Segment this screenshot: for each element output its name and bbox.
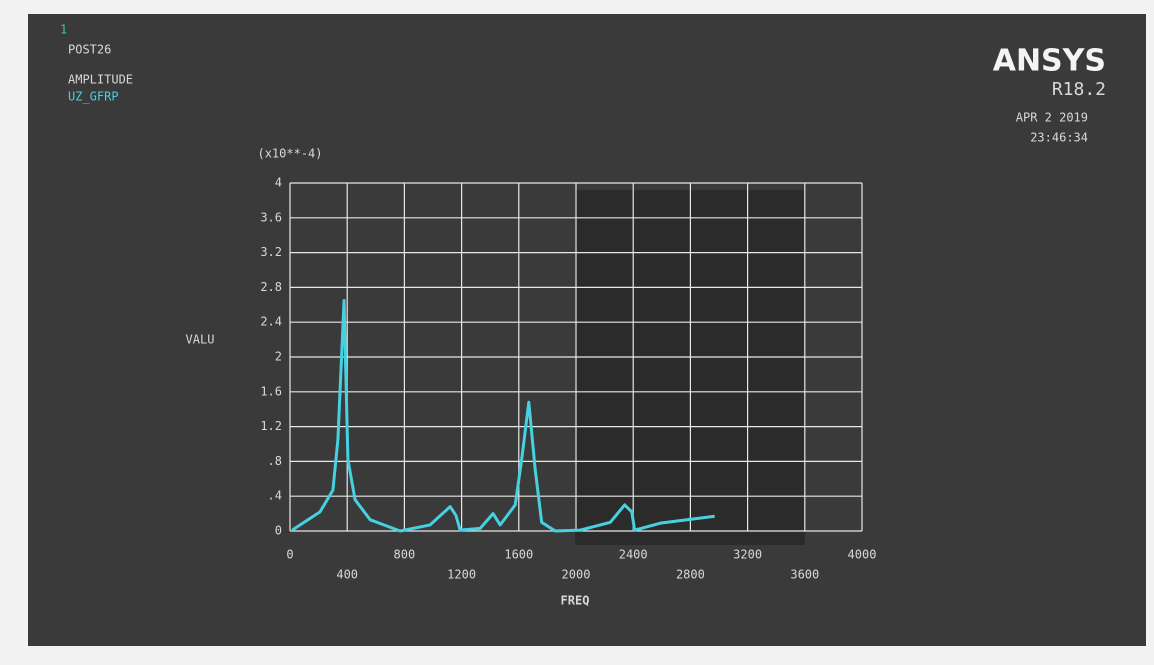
x-tick-label: 800 [394, 548, 416, 562]
y-multiplier: (x10**-4) [257, 147, 322, 161]
y-tick-label: 1.2 [260, 419, 282, 433]
x-tick-label: 400 [336, 568, 358, 582]
legend-entry: UZ_GFRP [68, 90, 119, 104]
time: 23:46:34 [1030, 131, 1088, 145]
x-tick-label: 2400 [619, 548, 648, 562]
y-tick-label: 1.6 [260, 384, 282, 398]
x-tick-label: 2000 [562, 568, 591, 582]
y-tick-label: 2.8 [260, 280, 282, 294]
y-tick-label: 3.2 [260, 245, 282, 259]
y-tick-label: 3.6 [260, 210, 282, 224]
y-tick-label: 0 [275, 524, 282, 538]
header-line: POST26 [68, 43, 111, 57]
x-tick-label: 0 [286, 548, 293, 562]
x-tick-label: 1600 [504, 548, 533, 562]
y-tick-label: 2 [275, 350, 282, 364]
x-tick-label: 3600 [790, 568, 819, 582]
y-axis-label: VALU [186, 333, 215, 347]
x-tick-label: 4000 [848, 548, 877, 562]
logo: ANSYS [993, 44, 1106, 79]
x-tick-label: 1200 [447, 568, 476, 582]
date: APR 2 2019 [1016, 111, 1088, 125]
x-axis-label: FREQ [561, 594, 590, 608]
y-tick-label: 2.4 [260, 315, 282, 329]
y-tick-label: .4 [268, 489, 282, 503]
version: R18.2 [1052, 79, 1106, 100]
window-number: 1 [60, 23, 67, 37]
header-line: AMPLITUDE [68, 73, 133, 87]
x-tick-label: 3200 [733, 548, 762, 562]
y-tick-label: 4 [275, 176, 282, 190]
y-tick-label: .8 [268, 454, 282, 468]
x-tick-label: 2800 [676, 568, 705, 582]
data-line [291, 298, 715, 533]
